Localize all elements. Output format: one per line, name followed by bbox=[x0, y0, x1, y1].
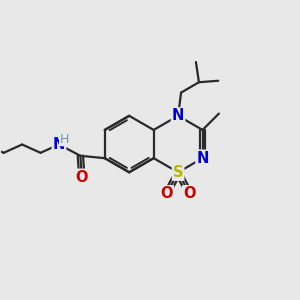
Text: O: O bbox=[183, 186, 196, 201]
Text: N: N bbox=[53, 137, 65, 152]
Text: H: H bbox=[60, 133, 69, 146]
Text: N: N bbox=[172, 108, 184, 123]
Text: O: O bbox=[76, 170, 88, 185]
Text: N: N bbox=[196, 151, 209, 166]
Text: O: O bbox=[160, 186, 173, 201]
Text: S: S bbox=[173, 165, 183, 180]
